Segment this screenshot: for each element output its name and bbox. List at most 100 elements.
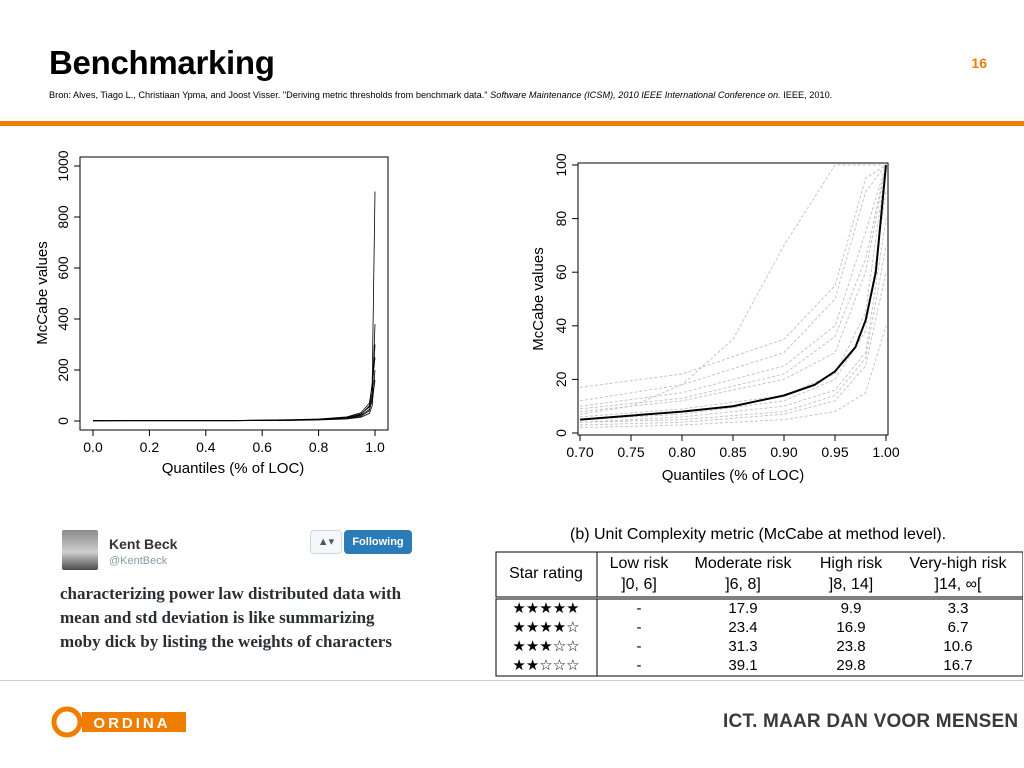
chart-full-range-xlabel: Quantiles (% of LOC) <box>162 460 305 477</box>
table-cell: - <box>637 638 642 655</box>
y-tick-label: 100 <box>553 153 569 177</box>
chart-upper-range-series <box>579 164 887 429</box>
user-dropdown-icon: ▲▾ <box>317 536 335 548</box>
y-tick-label: 600 <box>55 256 71 280</box>
source-venue: Software Maintenance (ICSM), 2010 IEEE I… <box>490 90 781 100</box>
table-cell: - <box>637 657 642 674</box>
chart-series-line-2 <box>92 344 376 422</box>
y-tick-label: 80 <box>553 211 569 227</box>
chart-series-line-2 <box>579 164 887 418</box>
following-button[interactable]: Following <box>344 530 412 554</box>
table-row-stars: ★★★☆☆ <box>512 638 579 655</box>
chart-series-line-3 <box>579 164 887 413</box>
footer-divider <box>0 680 1024 681</box>
user-actions-button[interactable]: ▲▾ <box>310 530 342 554</box>
y-tick-label: 400 <box>55 307 71 331</box>
x-tick-label: 0.70 <box>566 444 593 460</box>
header-divider <box>0 121 1024 126</box>
table-header-low-risk-range: ]0, 6] <box>621 576 657 593</box>
table-body-box <box>495 598 1023 677</box>
x-tick-label: 0.0 <box>83 439 103 455</box>
table-header-very-high-risk-range: ]14, ∞[ <box>935 576 983 593</box>
chart-series-line-4 <box>92 357 376 422</box>
chart-series-line-6 <box>579 164 887 388</box>
table-cell: 23.4 <box>728 619 757 636</box>
tweet-author-handle[interactable]: @KentBeck <box>109 555 168 567</box>
x-tick-label: 0.8 <box>309 439 329 455</box>
table-cell: 29.8 <box>836 657 865 674</box>
table-cell: 10.6 <box>943 638 972 655</box>
chart-series-line-0 <box>579 272 887 426</box>
risk-threshold-table: (b) Unit Complexity metric (McCabe at me… <box>495 526 1023 677</box>
source-prefix: Bron: Alves, Tiago L., Christiaan Ypma, … <box>49 90 491 100</box>
table-header-star-rating: Star rating <box>509 565 583 582</box>
table-header-moderate-risk: Moderate risk <box>695 555 793 572</box>
chart-series-line-0 <box>92 191 376 422</box>
table-cell: 17.9 <box>728 600 757 617</box>
y-tick-label: 0 <box>55 417 71 425</box>
y-tick-label: 800 <box>55 205 71 229</box>
chart-upper-range: 0.70 0.75 0.80 0.85 0.90 0.95 1.00 0 20 40 60 80 100… <box>530 153 900 484</box>
chart-series-line-5 <box>579 164 887 402</box>
chart-full-range-axes: 0.0 0.2 0.4 0.6 0.8 1.0 0 200 400 600 800 1000 <box>55 150 385 455</box>
chart-series-line-4 <box>579 164 887 407</box>
x-tick-label: 1.0 <box>365 439 385 455</box>
y-tick-label: 60 <box>553 264 569 280</box>
chart-series-line-8 <box>579 191 887 421</box>
chart-series-line-1 <box>93 324 376 422</box>
chart-upper-range-axes: 0.70 0.75 0.80 0.85 0.90 0.95 1.00 0 20 40 60 80 100 <box>553 153 900 460</box>
ordina-logo-bar <box>82 712 186 732</box>
chart-series-line-3 <box>93 369 376 422</box>
table-header-low-risk: Low risk <box>610 555 670 572</box>
chart-series-line-10 <box>579 245 887 423</box>
table-row-stars: ★★★★★ <box>512 600 579 617</box>
x-tick-label: 0.90 <box>770 444 797 460</box>
source-citation: Bron: Alves, Tiago L., Christiaan Ypma, … <box>49 90 832 100</box>
table-header-row: Star rating Low risk ]0, 6] Moderate ris… <box>509 555 1007 593</box>
avatar[interactable] <box>62 530 98 570</box>
table-cell: - <box>637 600 642 617</box>
table-header-moderate-risk-range: ]6, 8] <box>725 576 761 593</box>
chart-upper-range-xlabel: Quantiles (% of LOC) <box>662 467 805 484</box>
chart-full-range: 0.0 0.2 0.4 0.6 0.8 1.0 0 200 400 600 800 1000 Quan… <box>34 150 389 477</box>
x-tick-label: 0.80 <box>668 444 695 460</box>
x-tick-label: 0.85 <box>719 444 746 460</box>
chart-series-line-7 <box>579 325 887 429</box>
table-cell: 23.8 <box>836 638 865 655</box>
ordina-logo[interactable]: ORDINA <box>40 703 190 741</box>
table-cell: 9.9 <box>841 600 862 617</box>
tweet-author-name[interactable]: Kent Beck <box>109 536 178 552</box>
table-caption: (b) Unit Complexity metric (McCabe at me… <box>570 526 946 543</box>
y-tick-label: 0 <box>553 429 569 437</box>
chart-series-line-1 <box>579 218 887 423</box>
table-cell: 6.7 <box>948 619 969 636</box>
x-tick-label: 0.4 <box>196 439 216 455</box>
chart-median-line <box>579 164 887 421</box>
table-cell: 16.7 <box>943 657 972 674</box>
x-tick-label: 0.6 <box>252 439 272 455</box>
ordina-logo-ring-icon <box>51 706 83 738</box>
table-row-stars: ★★☆☆☆ <box>512 657 579 674</box>
chart-full-range-plot-frame <box>79 156 389 431</box>
tweet-text: characterizing power law distributed dat… <box>60 584 402 651</box>
y-tick-label: 40 <box>553 318 569 334</box>
table-cell: 39.1 <box>728 657 757 674</box>
x-tick-label: 0.75 <box>617 444 644 460</box>
table-header-high-risk-range: ]8, 14] <box>829 576 873 593</box>
chart-series-line-5 <box>93 380 376 422</box>
table-row-stars: ★★★★☆ <box>512 619 579 636</box>
chart-full-range-ylabel: McCabe values <box>34 241 51 344</box>
table-header-very-high-risk: Very-high risk <box>910 555 1008 572</box>
table-cell: 3.3 <box>948 600 969 617</box>
x-tick-label: 0.95 <box>821 444 848 460</box>
table-body: ★★★★★ - 17.9 9.9 3.3 ★★★★☆ - 23.4 16.9 6… <box>512 600 972 674</box>
chart-upper-range-ylabel: McCabe values <box>530 247 547 350</box>
chart-full-range-series <box>92 191 376 422</box>
y-tick-label: 20 <box>553 371 569 387</box>
x-tick-label: 1.00 <box>872 444 899 460</box>
y-tick-label: 200 <box>55 358 71 382</box>
source-suffix: IEEE, 2010. <box>780 90 833 100</box>
tweet-card: Kent Beck @KentBeck ▲▾ Following charact… <box>58 522 428 682</box>
y-tick-label: 1000 <box>55 150 71 181</box>
footer-tagline: ICT. MAAR DAN VOOR MENSEN <box>723 711 1019 732</box>
